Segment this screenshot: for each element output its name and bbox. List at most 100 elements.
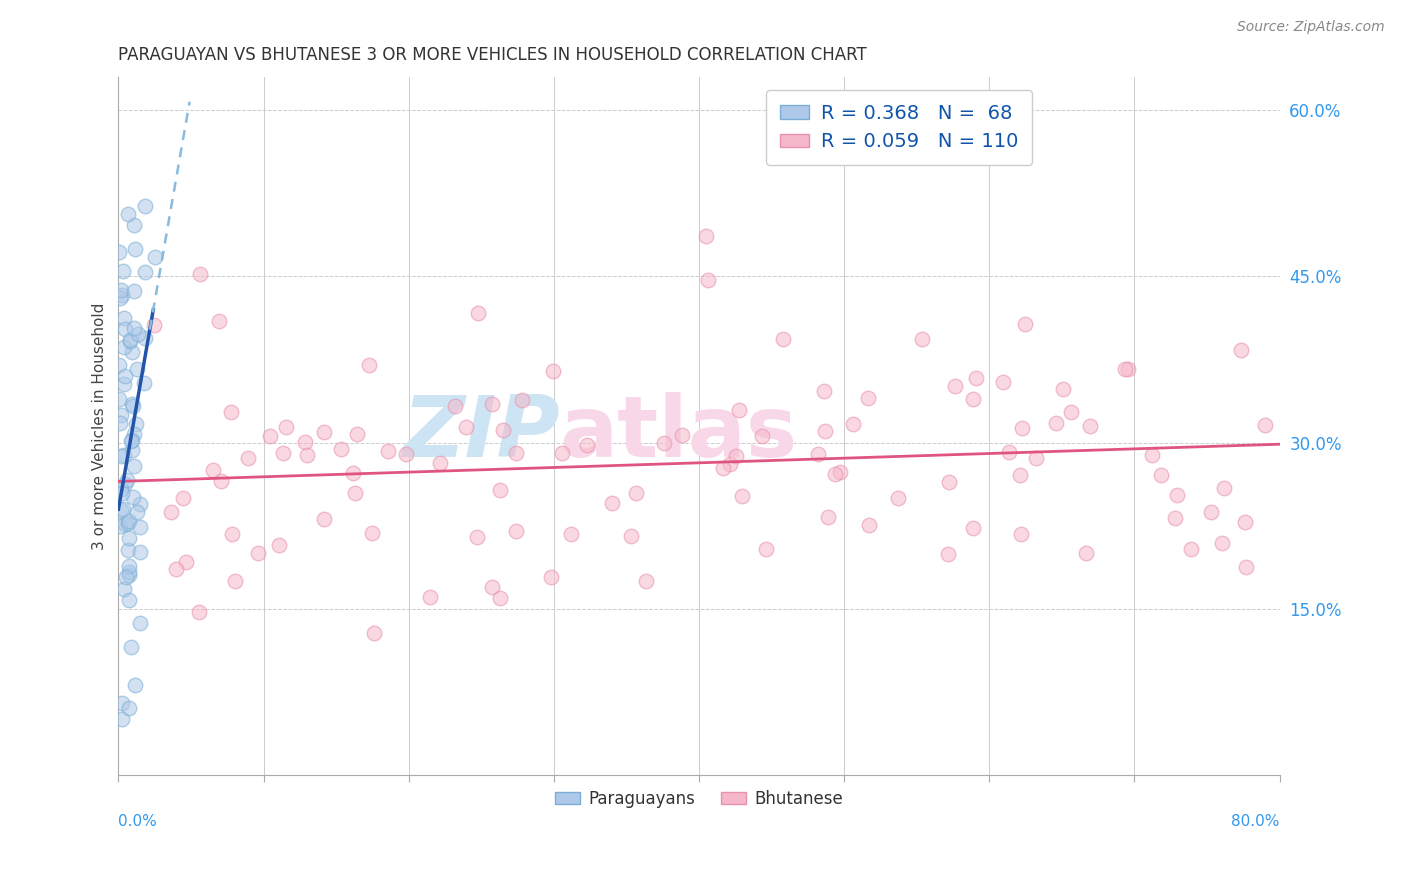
Point [543, 364, 565, 378]
Point [121, 396, 143, 410]
Point [991, 375, 1014, 389]
Point [1074, 546, 1097, 560]
Point [751, 429, 773, 443]
Point [118, 565, 141, 579]
Point [112, 582, 135, 596]
Point [1059, 404, 1081, 418]
Point [124, 284, 146, 298]
Point [110, 449, 132, 463]
Point [124, 678, 146, 692]
Point [112, 311, 135, 326]
Point [419, 591, 441, 605]
Point [634, 574, 657, 588]
Point [110, 416, 132, 430]
Point [118, 334, 141, 349]
Point [129, 615, 152, 630]
Point [187, 606, 209, 620]
Text: atlas: atlas [560, 392, 799, 475]
Point [134, 331, 156, 345]
Point [221, 405, 243, 419]
Point [730, 490, 752, 504]
Point [1199, 504, 1222, 518]
Point [1234, 515, 1257, 529]
Point [247, 545, 270, 559]
Point [127, 505, 149, 519]
Point [114, 321, 136, 335]
Point [145, 250, 167, 264]
Point [346, 427, 368, 442]
Text: Source: ZipAtlas.com: Source: ZipAtlas.com [1237, 20, 1385, 34]
Point [1078, 418, 1101, 433]
Point [121, 345, 143, 359]
Point [695, 229, 717, 244]
Point [551, 446, 574, 460]
Point [1166, 487, 1188, 501]
Point [363, 625, 385, 640]
Point [813, 384, 835, 399]
Point [124, 242, 146, 256]
Point [165, 561, 187, 575]
Point [814, 425, 837, 439]
Point [1045, 416, 1067, 430]
Point [600, 496, 623, 510]
Point [127, 326, 149, 341]
Point [429, 456, 451, 470]
Point [728, 402, 751, 417]
Point [1025, 451, 1047, 466]
Point [725, 449, 748, 463]
Point [236, 451, 259, 466]
Point [1212, 481, 1234, 495]
Point [997, 445, 1019, 459]
Point [221, 527, 243, 541]
Point [817, 510, 839, 524]
Point [443, 399, 465, 413]
Text: ZIP: ZIP [402, 392, 560, 475]
Point [208, 313, 231, 327]
Point [159, 505, 181, 519]
Point [329, 442, 352, 457]
Point [108, 359, 131, 373]
Point [830, 465, 852, 479]
Point [134, 265, 156, 279]
Text: 0.0%: 0.0% [118, 814, 157, 829]
Point [465, 530, 488, 544]
Legend: Paraguayans, Bhutanese: Paraguayans, Bhutanese [548, 783, 849, 814]
Point [110, 408, 132, 422]
Point [188, 267, 211, 281]
Point [120, 333, 142, 347]
Point [943, 379, 966, 393]
Point [697, 273, 720, 287]
Point [711, 461, 734, 475]
Point [110, 502, 132, 516]
Point [117, 542, 139, 557]
Point [626, 486, 648, 500]
Point [121, 443, 143, 458]
Y-axis label: 3 or more Vehicles in Household: 3 or more Vehicles in Household [93, 302, 107, 549]
Point [114, 376, 136, 391]
Point [395, 447, 418, 461]
Point [142, 318, 165, 333]
Point [505, 446, 527, 460]
Point [1052, 382, 1074, 396]
Point [114, 340, 136, 354]
Point [118, 559, 141, 574]
Point [755, 541, 778, 556]
Point [117, 207, 139, 221]
Point [267, 537, 290, 551]
Point [112, 502, 135, 516]
Point [274, 420, 297, 434]
Point [121, 399, 143, 413]
Point [224, 574, 246, 589]
Point [1211, 536, 1233, 550]
Point [127, 362, 149, 376]
Point [118, 700, 141, 714]
Point [1229, 343, 1251, 358]
Point [115, 570, 138, 584]
Point [1149, 467, 1171, 482]
Point [1114, 362, 1136, 376]
Point [377, 444, 399, 458]
Point [314, 512, 336, 526]
Point [1011, 421, 1033, 435]
Point [110, 288, 132, 302]
Point [505, 524, 527, 539]
